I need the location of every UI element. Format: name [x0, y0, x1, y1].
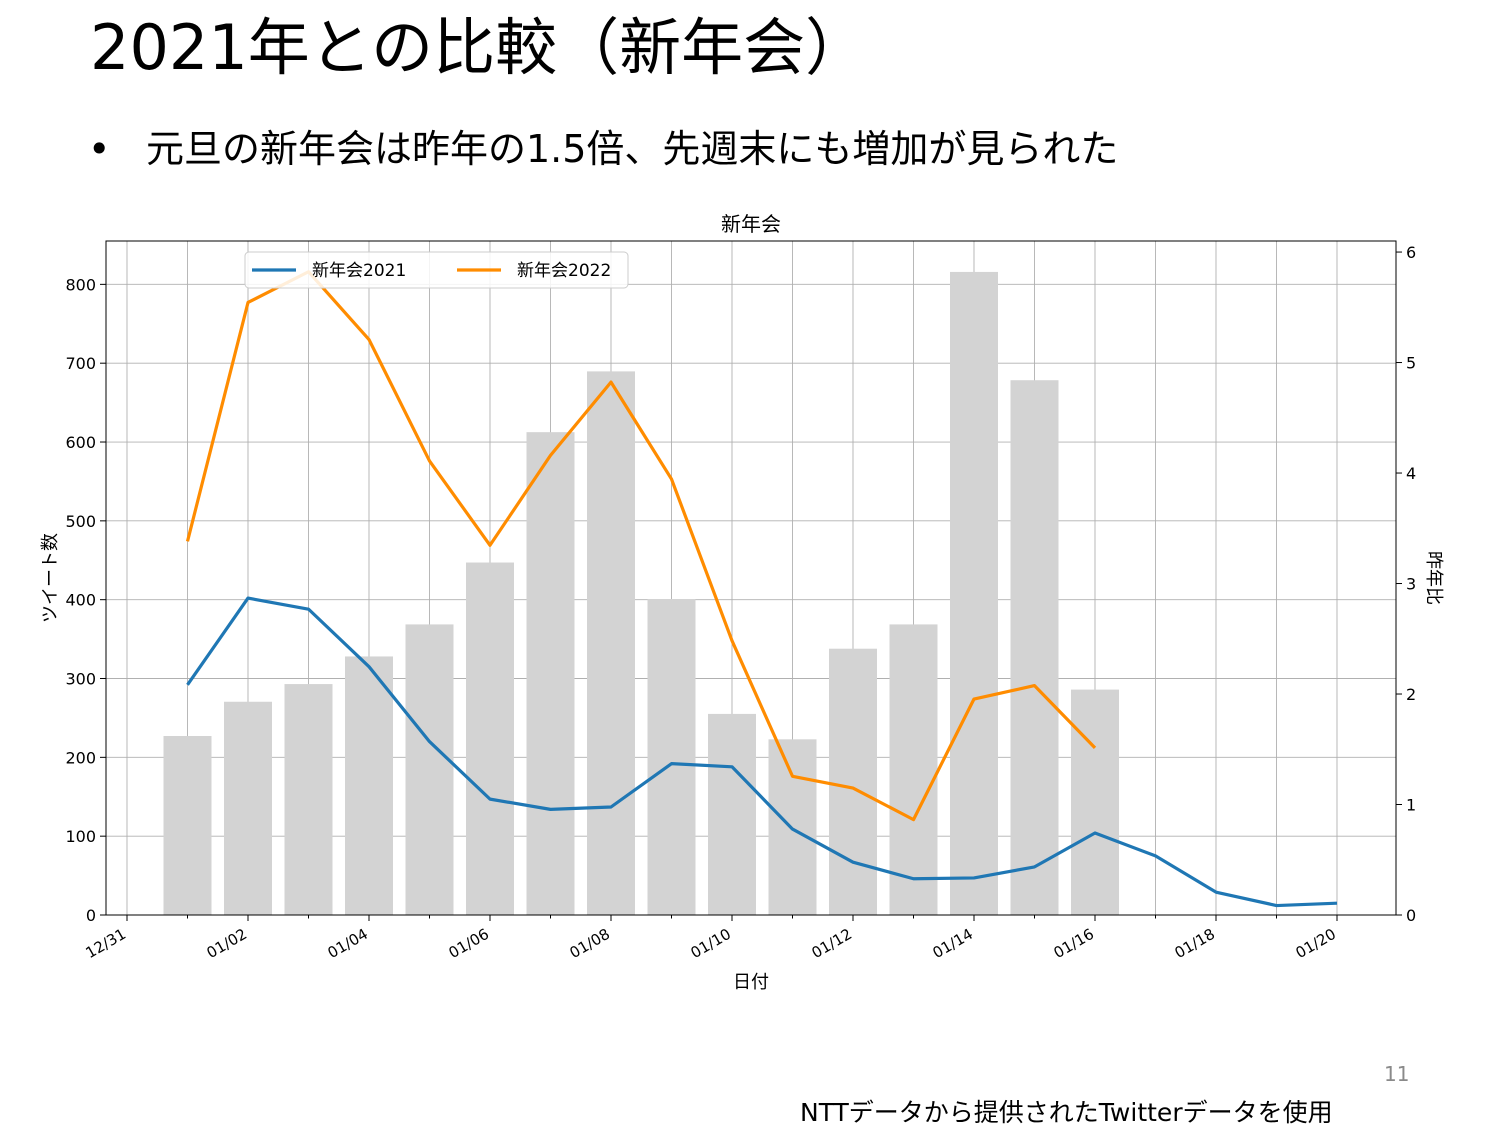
x-tick-label: 01/16	[1051, 925, 1097, 962]
y-tick-label: 400	[65, 591, 96, 610]
chart: 0 100 200 300 400 500 600 700 800 0 1 2 3 4 5 6 12/31 01/…	[40, 212, 1444, 993]
bar	[345, 656, 393, 915]
bar	[889, 624, 938, 915]
chart-title: 新年会	[721, 212, 781, 236]
y-right-tick-label: 1	[1406, 796, 1416, 815]
bar	[284, 684, 333, 915]
bar	[526, 432, 575, 915]
bar	[647, 598, 696, 915]
x-tick-label: 01/06	[446, 925, 492, 962]
bullet-point: • 元旦の新年会は昨年の1.5倍、先週末にも増加が見られた	[88, 122, 1118, 176]
bar	[405, 624, 454, 915]
y-right-tick-label: 3	[1406, 575, 1416, 594]
y-tick-label: 200	[65, 748, 96, 767]
x-tick-label: 01/02	[204, 925, 250, 962]
plot-frame	[105, 240, 1397, 916]
bullet-symbol: •	[88, 127, 111, 171]
x-tick-label: 01/10	[688, 925, 734, 962]
legend-label: 新年会2022	[517, 261, 611, 281]
x-tick-label: 01/20	[1293, 925, 1339, 962]
y-tick-label: 0	[86, 906, 96, 925]
bar	[950, 271, 998, 915]
y-tick-label: 800	[65, 275, 96, 294]
bar	[163, 736, 212, 915]
y-right-tick-label: 5	[1406, 354, 1416, 373]
legend: 新年会2021 新年会2022	[244, 251, 629, 289]
line-series-1	[186, 596, 1338, 908]
x-tick-label: 12/31	[83, 925, 129, 962]
y-axis-label-left: ツイート数	[40, 533, 61, 623]
y-right-tick-label: 2	[1406, 685, 1416, 704]
x-tick-label: 01/18	[1172, 925, 1218, 962]
y-tick-label: 100	[65, 827, 96, 846]
x-tick-label: 01/08	[567, 925, 613, 962]
y-axis-label-right: 昨年比	[1423, 551, 1444, 605]
x-axis: 12/31 01/02 01/04 01/06 01/08 01/10 01/12 01/14…	[83, 915, 1339, 962]
y-tick-label: 700	[65, 354, 96, 373]
bar	[1010, 380, 1059, 915]
bar	[708, 713, 756, 915]
y-tick-label: 600	[65, 433, 96, 452]
page-number: 11	[1384, 1062, 1410, 1086]
bar	[829, 648, 877, 915]
bar	[466, 562, 514, 915]
bullet-text: 元旦の新年会は昨年の1.5倍、先週末にも増加が見られた	[146, 127, 1119, 171]
x-tick-label: 01/04	[325, 925, 371, 962]
legend-label: 新年会2021	[312, 261, 406, 281]
slide-title: 2021年との比較（新年会）	[90, 11, 868, 84]
y-right-tick-label: 0	[1406, 906, 1416, 925]
bar	[224, 701, 272, 915]
bar	[587, 371, 635, 915]
legend-box	[244, 251, 629, 289]
footer-note: NTTデータから提供されたTwitterデータを使用	[800, 1098, 1333, 1127]
bar-series	[163, 271, 1119, 915]
bar	[1071, 689, 1119, 915]
y-tick-label: 300	[65, 670, 96, 689]
y-axis-right: 0 1 2 3 4 5 6	[1396, 243, 1416, 925]
line-series-2	[185, 270, 1097, 822]
y-tick-label: 500	[65, 512, 96, 531]
x-tick-label: 01/14	[930, 925, 976, 962]
x-axis-label: 日付	[733, 972, 769, 993]
y-right-tick-label: 4	[1406, 464, 1416, 483]
y-right-tick-label: 6	[1406, 243, 1416, 262]
x-tick-label: 01/12	[809, 925, 855, 962]
y-axis-left: 0 100 200 300 400 500 600 700 800	[65, 275, 106, 925]
